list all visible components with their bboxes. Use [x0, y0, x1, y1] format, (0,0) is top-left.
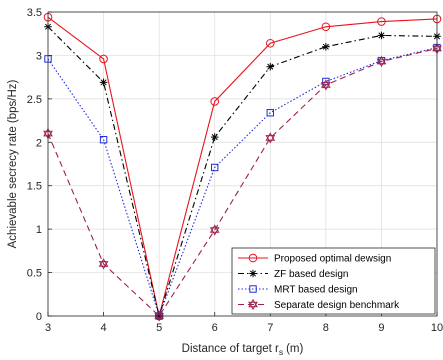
x-tick-label: 5	[156, 322, 162, 334]
data-point	[210, 133, 219, 141]
x-axis-label-unit: (m)	[286, 343, 303, 355]
data-point	[154, 310, 164, 322]
data-point	[99, 78, 108, 87]
series-line	[47, 47, 438, 317]
data-point	[321, 22, 331, 32]
legend-label: ZF based design	[274, 269, 349, 280]
y-tick-label: 0	[36, 311, 42, 323]
data-point	[376, 55, 387, 68]
y-tick-label: 2	[36, 137, 42, 149]
legend-item: Proposed optimal dewsign	[238, 254, 391, 265]
x-axis-label-main: Distance of target r	[182, 343, 279, 355]
x-axis-label: Distance of target rs (m)	[182, 343, 304, 357]
data-point	[98, 258, 109, 270]
legend-box	[231, 247, 436, 315]
x-axis-label-subscript: s	[279, 347, 283, 357]
y-tick-label: 1	[36, 224, 42, 236]
data-point	[377, 31, 386, 40]
series-4	[43, 42, 442, 322]
x-tick-label: 3	[45, 322, 51, 334]
y-tick-label: 2.5	[27, 94, 42, 106]
data-point	[321, 79, 331, 91]
data-point	[99, 54, 108, 64]
legend-marker	[249, 285, 257, 293]
x-tick-label: 8	[323, 322, 329, 334]
data-point	[266, 62, 275, 71]
data-point	[322, 42, 330, 51]
data-point	[266, 109, 274, 117]
legend-item: ZF based design	[238, 269, 349, 280]
legend-marker	[249, 269, 257, 278]
data-point	[209, 224, 220, 236]
data-point	[99, 135, 108, 144]
y-tick-label: 0.5	[27, 268, 42, 280]
series-line	[47, 16, 438, 317]
legend: Proposed optimal dewsign ZF based design M…	[231, 247, 436, 315]
series-line	[47, 47, 438, 318]
legend-item: MRT based design	[238, 285, 358, 296]
series-line	[47, 26, 438, 319]
legend-marker	[248, 298, 258, 311]
x-tick-label: 6	[212, 322, 218, 334]
data-point	[265, 132, 276, 144]
legend-label: Separate design benchmark	[274, 300, 400, 311]
legend-label: Proposed optimal dewsign	[274, 254, 391, 265]
y-axis-label: Achievable secrecy rate (bps/Hz)	[7, 79, 19, 248]
legend-item: Separate design benchmark	[238, 298, 400, 311]
y-tick-label: 3	[36, 50, 42, 62]
x-tick-label: 10	[431, 322, 443, 334]
data-point	[377, 17, 386, 26]
data-point	[265, 38, 275, 48]
y-tick-label: 1.5	[27, 181, 42, 193]
legend-label: MRT based design	[274, 285, 358, 296]
x-tick-label: 9	[378, 322, 384, 334]
x-tick-label: 4	[101, 322, 107, 334]
plot-frame	[47, 11, 438, 317]
data-point	[211, 163, 219, 172]
tick-labels: 3 4 5 6 7 8 9 10 0 0.5 1 1.5 2 2.5 3 3.5	[27, 7, 443, 334]
data-point	[210, 97, 220, 106]
y-tick-label: 3.5	[27, 7, 42, 19]
x-tick-label: 7	[267, 322, 273, 334]
legend-marker	[248, 253, 258, 263]
